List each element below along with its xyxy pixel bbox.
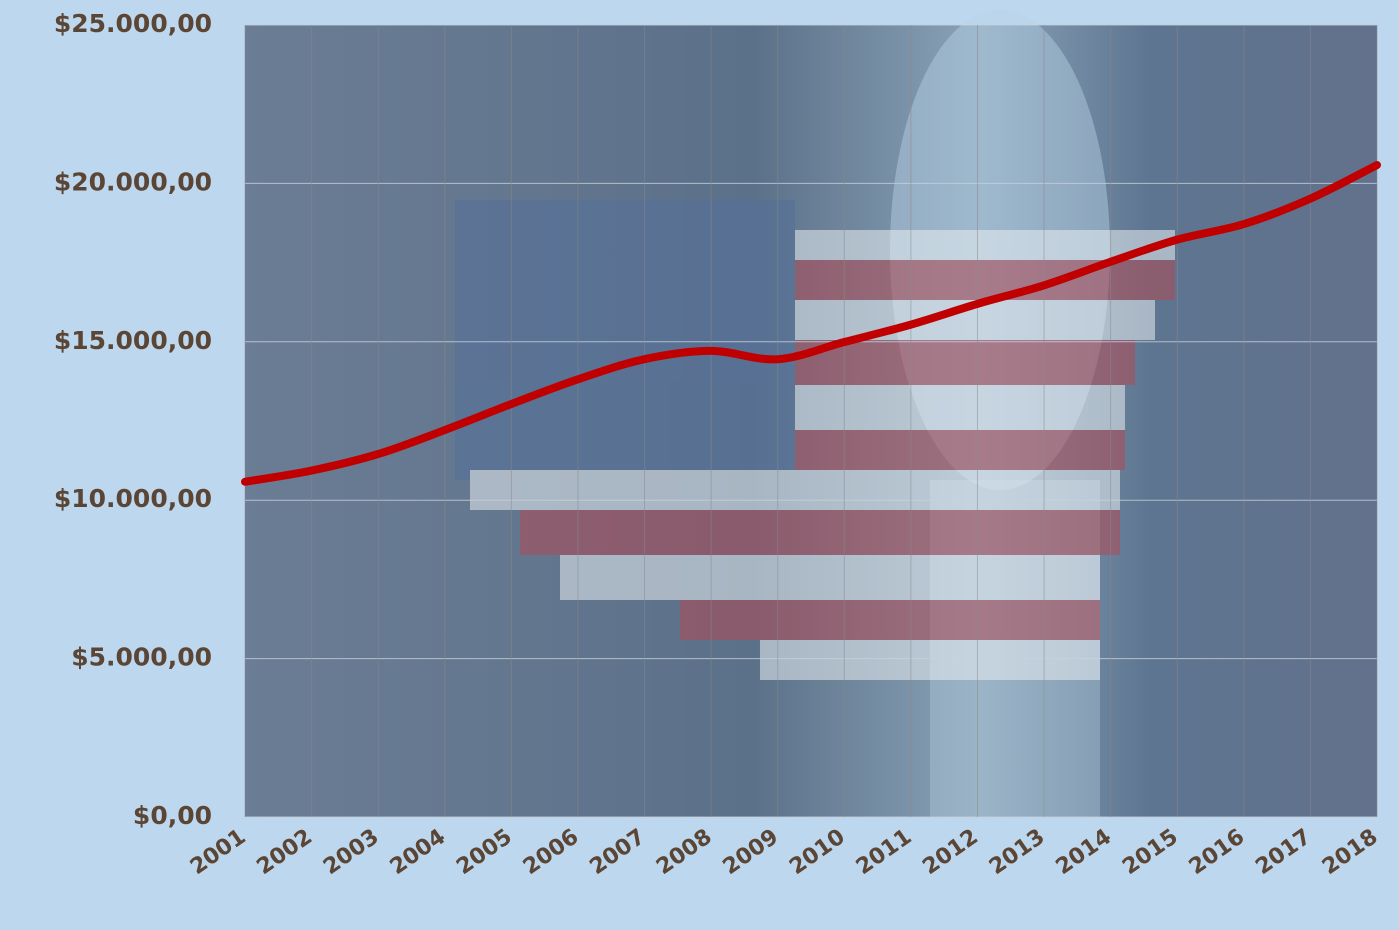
x-tick-label: 2006 — [519, 824, 583, 880]
x-tick-label: 2004 — [386, 824, 450, 880]
plot-background — [245, 10, 1377, 817]
page: {"chart_data": {"type": "line", "categor… — [0, 0, 1399, 926]
x-tick-label: 2005 — [452, 824, 516, 880]
y-tick-label: $0,00 — [133, 801, 212, 830]
y-tick-label: $5.000,00 — [71, 643, 212, 672]
x-tick-label: 2018 — [1318, 824, 1382, 880]
x-tick-label: 2013 — [985, 824, 1049, 880]
x-tick-label: 2010 — [785, 824, 849, 880]
x-tick-label: 2009 — [719, 824, 783, 880]
x-tick-label: 2002 — [253, 824, 317, 880]
x-tick-label: 2001 — [186, 824, 250, 880]
y-tick-label: $20.000,00 — [54, 167, 212, 196]
chart: $0,00 $5.000,00 $10.000,00 $15.000,00 $20.00… — [0, 0, 1399, 926]
x-tick-label: 2011 — [852, 824, 916, 880]
x-tick-label: 2008 — [652, 824, 716, 880]
x-tick-label: 2012 — [918, 824, 982, 880]
x-tick-label: 2003 — [319, 824, 383, 880]
x-tick-label: 2017 — [1251, 824, 1315, 880]
x-tick-label: 2015 — [1118, 824, 1182, 880]
y-tick-label: $10.000,00 — [54, 484, 212, 513]
x-tick-label: 2014 — [1052, 824, 1116, 880]
y-tick-label: $25.000,00 — [54, 9, 212, 38]
x-tick-label: 2007 — [585, 824, 649, 880]
y-tick-label: $15.000,00 — [54, 326, 212, 355]
x-tick-label: 2016 — [1185, 824, 1249, 880]
